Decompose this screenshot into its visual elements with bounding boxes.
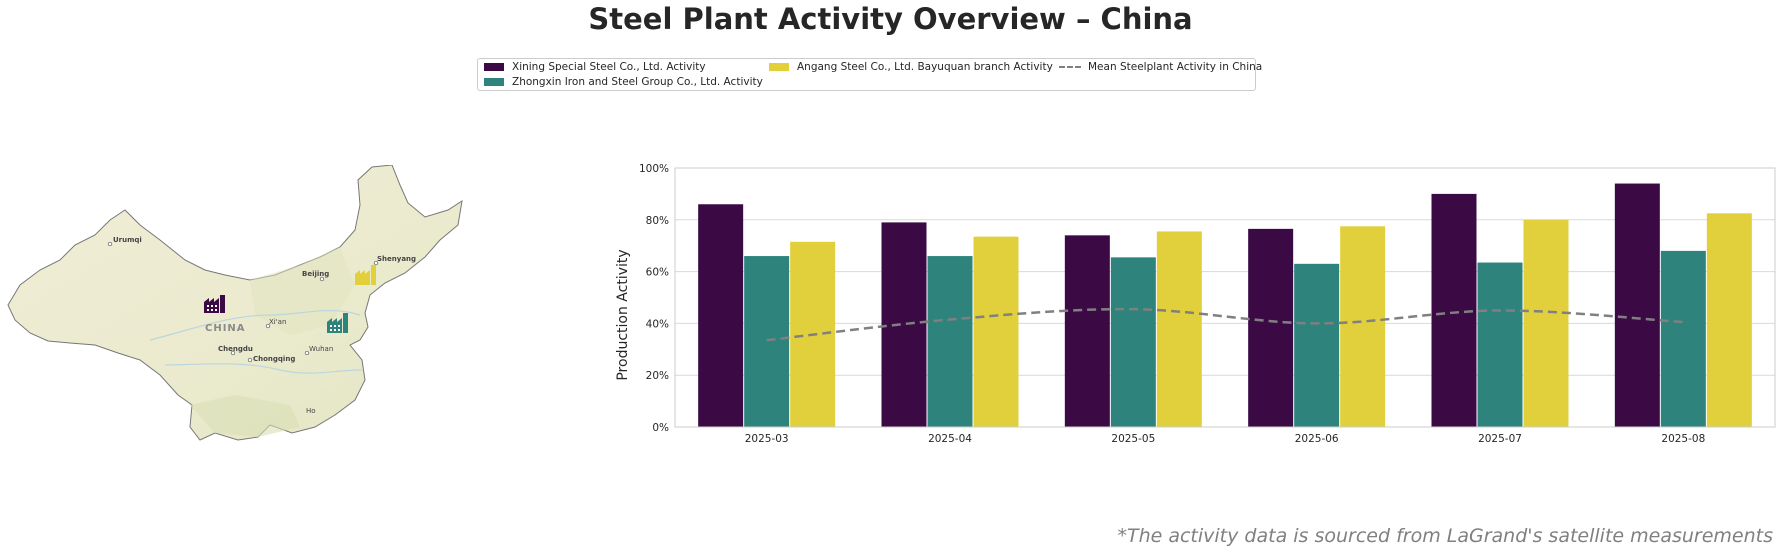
- city-label-shenyang: Shenyang: [377, 255, 416, 263]
- legend-item-xining: Xining Special Steel Co., Ltd. Activity: [484, 59, 706, 75]
- city-dot: [373, 260, 379, 266]
- x-tick-label: 2025-04: [928, 433, 972, 445]
- y-tick-label: 60%: [646, 267, 669, 279]
- map-region-highlight-south: [190, 395, 300, 437]
- legend-label-xining: Xining Special Steel Co., Ltd. Activity: [512, 61, 706, 73]
- legend-item-mean: Mean Steelplant Activity in China: [1059, 59, 1262, 75]
- city-label-chongqing: Chongqing: [253, 355, 295, 363]
- page-title: Steel Plant Activity Overview – China: [588, 2, 1193, 36]
- city-label-xian: Xi'an: [269, 318, 286, 326]
- city-dot: [304, 350, 310, 356]
- bar-0-2025-05: [1064, 235, 1110, 427]
- city-dot: [107, 241, 113, 247]
- legend-label-angang: Angang Steel Co., Ltd. Bayuquan branch A…: [797, 61, 1053, 73]
- legend-item-zhongxin: Zhongxin Iron and Steel Group Co., Ltd. …: [484, 74, 763, 90]
- bar-1-2025-03: [744, 256, 790, 427]
- bar-2-2025-06: [1340, 226, 1386, 427]
- city-label-beijing: Beijing: [302, 270, 329, 278]
- bar-0-2025-03: [698, 204, 744, 427]
- y-tick-label: 40%: [646, 318, 669, 330]
- mean-activity-line: [766, 307, 1684, 342]
- y-tick-label: 20%: [646, 370, 669, 382]
- bar-1-2025-04: [927, 256, 973, 427]
- bar-1-2025-06: [1294, 263, 1340, 427]
- bar-1-2025-05: [1110, 257, 1156, 427]
- mean-line: [766, 307, 1684, 342]
- x-tick-label: 2025-03: [745, 433, 789, 445]
- legend-swatch-angang: [769, 63, 789, 71]
- bar-0-2025-06: [1248, 228, 1294, 427]
- plot-frame: [674, 167, 1776, 428]
- city-label-urumqi: Urumqi: [113, 236, 142, 244]
- city-label-wuhan: Wuhan: [309, 345, 333, 353]
- legend-label-zhongxin: Zhongxin Iron and Steel Group Co., Ltd. …: [512, 76, 763, 88]
- y-tick-label: 0%: [652, 422, 669, 434]
- legend-label-mean: Mean Steelplant Activity in China: [1088, 61, 1263, 73]
- y-tick-label: 100%: [639, 163, 669, 175]
- river-line: [149, 309, 361, 341]
- bars: [698, 183, 1752, 427]
- x-tick-label: 2025-07: [1478, 433, 1522, 445]
- x-tick-label: 2025-06: [1295, 433, 1339, 445]
- bar-2-2025-05: [1156, 231, 1202, 427]
- bar-0-2025-08: [1614, 183, 1660, 427]
- x-tick-label: 2025-08: [1661, 433, 1705, 445]
- river-line: [164, 363, 363, 374]
- city-dot: [247, 357, 253, 363]
- footnote: *The activity data is sourced from LaGra…: [1117, 525, 1773, 547]
- china-map: Urumqi Beijing Shenyang Xi'an Chengdu Ch…: [7, 165, 463, 441]
- bar-0-2025-04: [881, 222, 927, 427]
- legend-dash-mean: [1059, 66, 1081, 68]
- factory-icon: [204, 295, 225, 313]
- chart-legend: Xining Special Steel Co., Ltd. Activity …: [477, 58, 1262, 91]
- city-dot: [319, 276, 325, 282]
- country-label: CHINA: [205, 323, 246, 334]
- activity-bar-chart: 0% 20% 40% 60% 80% 100% 2025-03 2025-04 2025-05 2…: [615, 163, 1776, 445]
- y-tick-label: 80%: [646, 215, 669, 227]
- axes: 0% 20% 40% 60% 80% 100% 2025-03 2025-04 2025-05 2…: [639, 163, 1776, 445]
- map-region-highlight: [250, 247, 355, 335]
- city-dot: [265, 323, 271, 329]
- bar-2-2025-04: [973, 236, 1019, 427]
- factory-icon: [327, 313, 348, 333]
- factory-icon: [355, 265, 376, 285]
- legend-item-angang: Angang Steel Co., Ltd. Bayuquan branch A…: [769, 59, 1053, 75]
- legend-swatch-xining: [484, 63, 504, 71]
- gridlines: [675, 167, 1775, 428]
- legend-swatch-zhongxin: [484, 78, 504, 86]
- y-axis-label: Production Activity: [615, 249, 631, 380]
- x-tick-label: 2025-05: [1111, 433, 1155, 445]
- city-label-ho: Ho: [306, 407, 316, 415]
- city-label-chengdu: Chengdu: [218, 345, 253, 353]
- bar-2-2025-08: [1706, 213, 1752, 427]
- city-dot: [230, 350, 236, 356]
- bar-1-2025-07: [1477, 262, 1523, 427]
- bar-1-2025-08: [1660, 250, 1706, 427]
- bar-2-2025-07: [1523, 219, 1569, 427]
